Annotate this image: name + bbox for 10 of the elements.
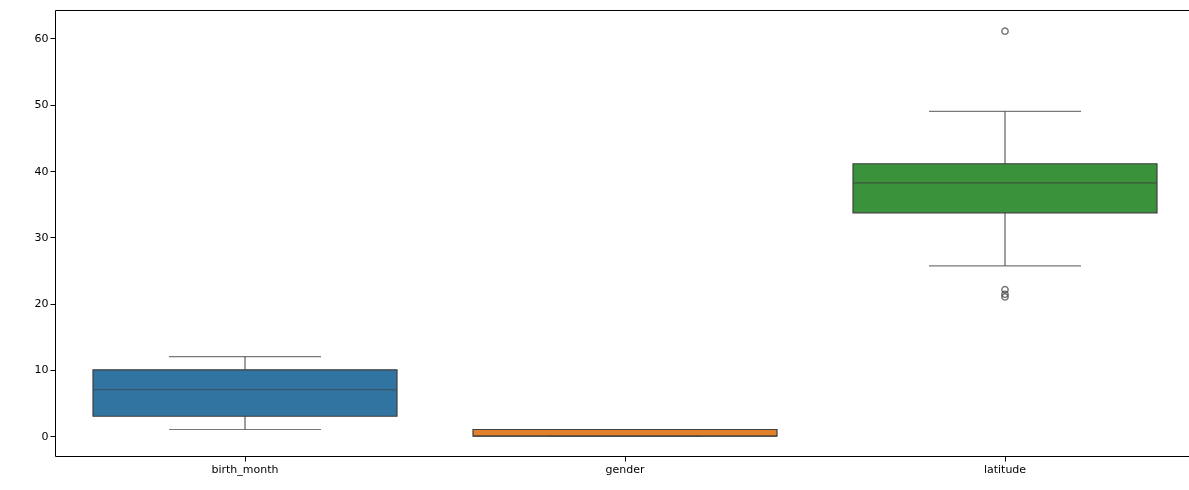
y-tick-label: 50	[34, 98, 49, 112]
x-tick-label: birth_month	[211, 462, 279, 476]
y-tick-label: 10	[34, 363, 49, 377]
x-tick-label: gender	[605, 462, 645, 476]
y-tick-label: 60	[34, 32, 49, 45]
y-tick-label: 30	[34, 230, 49, 244]
x-tick-label: latitude	[983, 462, 1027, 476]
y-tick-label: 40	[34, 164, 49, 178]
y-tick-label: 0	[41, 429, 49, 443]
y-tick-label: 20	[34, 297, 49, 311]
